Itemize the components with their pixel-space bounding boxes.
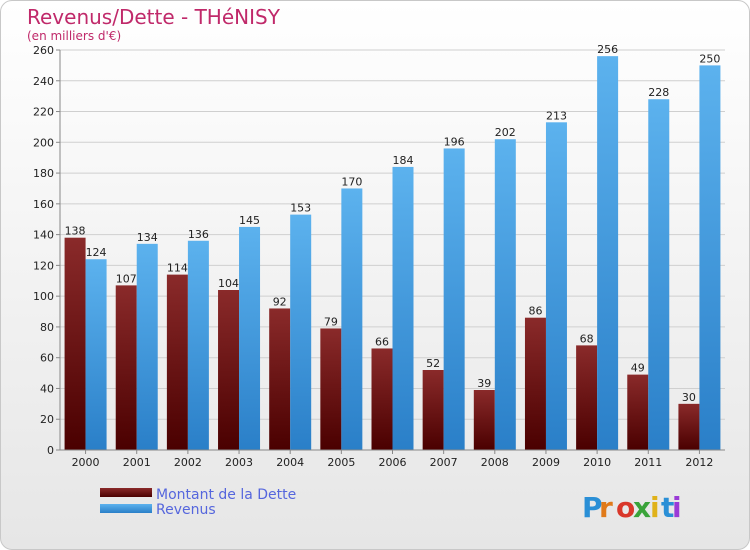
bar-revenus bbox=[494, 139, 516, 450]
y-tick-label: 220 bbox=[33, 106, 54, 119]
bar-revenus bbox=[341, 188, 363, 450]
data-label-debt: 92 bbox=[273, 295, 287, 308]
bar-revenus bbox=[443, 148, 465, 450]
data-label-revenus: 145 bbox=[239, 214, 260, 227]
x-tick-label: 2006 bbox=[379, 456, 407, 469]
data-label-debt: 138 bbox=[65, 225, 86, 238]
legend-swatch-debt bbox=[100, 488, 152, 497]
y-tick-label: 160 bbox=[33, 198, 54, 211]
logo-letter: x bbox=[633, 491, 651, 524]
data-label-debt: 104 bbox=[218, 277, 239, 290]
data-label-debt: 68 bbox=[580, 332, 594, 345]
y-tick-label: 180 bbox=[33, 167, 54, 180]
data-label-revenus: 184 bbox=[393, 154, 414, 167]
x-tick-label: 2005 bbox=[327, 456, 355, 469]
bar-debt bbox=[524, 317, 546, 450]
data-label-revenus: 250 bbox=[699, 52, 720, 65]
y-tick-label: 80 bbox=[40, 321, 54, 334]
data-label-revenus: 134 bbox=[137, 231, 158, 244]
data-label-debt: 30 bbox=[682, 391, 696, 404]
y-tick-label: 240 bbox=[33, 75, 54, 88]
x-tick-label: 2010 bbox=[583, 456, 611, 469]
data-label-debt: 66 bbox=[375, 335, 389, 348]
data-label-revenus: 228 bbox=[648, 86, 669, 99]
x-tick-label: 2008 bbox=[481, 456, 509, 469]
bar-revenus bbox=[239, 226, 261, 450]
bar-debt bbox=[627, 374, 649, 450]
bar-revenus bbox=[187, 240, 209, 450]
x-tick-label: 2007 bbox=[430, 456, 458, 469]
data-label-debt: 107 bbox=[116, 272, 137, 285]
bars bbox=[64, 56, 721, 451]
bar-revenus bbox=[597, 56, 619, 451]
bar-revenus bbox=[290, 214, 312, 450]
x-tick-label: 2011 bbox=[634, 456, 662, 469]
logo-letter: P bbox=[582, 491, 603, 524]
bar-debt bbox=[422, 370, 444, 450]
data-label-revenus: 136 bbox=[188, 228, 209, 241]
data-label-revenus: 170 bbox=[341, 175, 362, 188]
x-tick-label: 2003 bbox=[225, 456, 253, 469]
y-tick-label: 100 bbox=[33, 290, 54, 303]
logo-letter: t bbox=[661, 491, 674, 524]
data-label-debt: 52 bbox=[426, 357, 440, 370]
bar-revenus bbox=[545, 122, 567, 451]
y-tick-label: 60 bbox=[40, 352, 54, 365]
y-tick-label: 140 bbox=[33, 229, 54, 242]
logo-letter: i bbox=[650, 491, 660, 524]
bar-debt bbox=[166, 274, 188, 450]
y-axis: 0 20 40 60 80 100 120 140 160 180 200 220 240 260 bbox=[33, 44, 60, 457]
bar-debt bbox=[269, 308, 291, 450]
logo-letter: o bbox=[616, 491, 635, 524]
x-tick-label: 2012 bbox=[685, 456, 713, 469]
bar-revenus bbox=[699, 65, 721, 450]
bar-debt bbox=[115, 285, 137, 450]
y-tick-label: 260 bbox=[33, 44, 54, 57]
data-label-debt: 79 bbox=[324, 315, 338, 328]
x-tick-label: 2001 bbox=[123, 456, 151, 469]
bar-debt bbox=[576, 345, 598, 450]
data-label-revenus: 124 bbox=[86, 246, 107, 259]
y-tick-label: 200 bbox=[33, 136, 54, 149]
legend-label-revenus: Revenus bbox=[156, 502, 216, 518]
bar-revenus bbox=[648, 99, 670, 450]
logo-letter: i bbox=[672, 491, 682, 524]
data-label-revenus: 196 bbox=[444, 135, 465, 148]
data-label-debt: 49 bbox=[631, 362, 645, 375]
bar-debt bbox=[320, 328, 342, 450]
y-tick-label: 40 bbox=[40, 382, 54, 395]
x-axis: 2000 2001 2002 2003 2004 2005 2006 2007 2008 2009… bbox=[72, 450, 713, 469]
proxiti-logo: Pr oxi ti bbox=[582, 491, 682, 524]
chart-subtitle: (en milliers d'€) bbox=[27, 29, 121, 43]
y-tick-label: 120 bbox=[33, 259, 54, 272]
data-label-debt: 114 bbox=[167, 262, 188, 275]
x-tick-label: 2002 bbox=[174, 456, 202, 469]
bar-debt bbox=[64, 237, 86, 450]
bar-debt bbox=[371, 348, 393, 450]
y-tick-label: 0 bbox=[47, 444, 54, 457]
bar-revenus bbox=[85, 259, 107, 450]
bar-revenus bbox=[136, 243, 158, 450]
legend-swatch-revenus bbox=[100, 504, 152, 513]
data-label-debt: 86 bbox=[528, 305, 542, 318]
data-label-debt: 39 bbox=[477, 377, 491, 390]
x-tick-label: 2009 bbox=[532, 456, 560, 469]
y-tick-label: 20 bbox=[40, 413, 54, 426]
data-label-revenus: 202 bbox=[495, 126, 516, 139]
x-tick-label: 2000 bbox=[72, 456, 100, 469]
bar-debt bbox=[218, 290, 240, 450]
data-label-revenus: 153 bbox=[290, 202, 311, 215]
chart-title: Revenus/Dette - THéNISY bbox=[27, 5, 281, 29]
data-label-revenus: 256 bbox=[597, 43, 618, 56]
bar-revenus bbox=[392, 166, 414, 450]
bar-debt bbox=[678, 403, 700, 450]
logo-letter: r bbox=[599, 491, 613, 524]
legend-label-debt: Montant de la Dette bbox=[156, 487, 296, 503]
bar-debt bbox=[473, 390, 495, 450]
x-tick-label: 2004 bbox=[276, 456, 304, 469]
data-label-revenus: 213 bbox=[546, 109, 567, 122]
